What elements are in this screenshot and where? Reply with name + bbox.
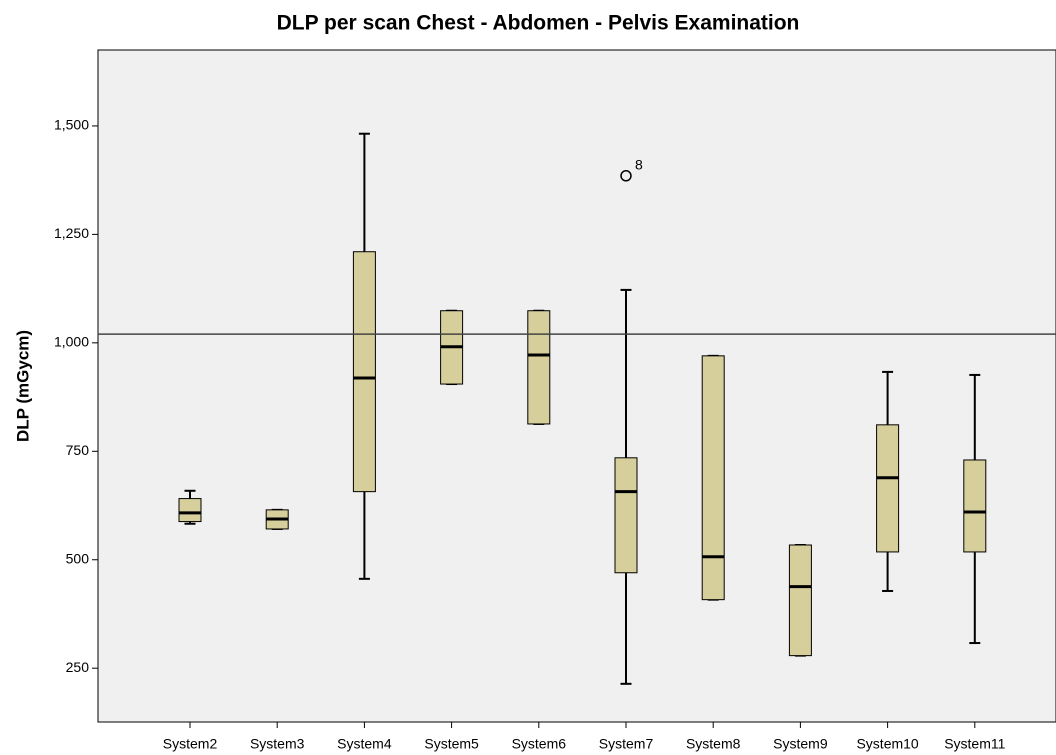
outlier xyxy=(620,170,632,182)
x-tick-label: System7 xyxy=(599,736,654,752)
x-tick-label: System6 xyxy=(512,736,567,752)
box xyxy=(352,251,376,493)
y-tick-label: 500 xyxy=(66,550,90,566)
box xyxy=(527,310,551,425)
chart-title: DLP per scan Chest - Abdomen - Pelvis Ex… xyxy=(277,12,800,35)
x-tick-label: System8 xyxy=(686,736,741,752)
x-tick-label: System2 xyxy=(163,736,218,752)
box xyxy=(614,457,638,574)
x-tick-label: System10 xyxy=(856,736,918,752)
y-tick-label: 1,500 xyxy=(54,117,89,133)
box xyxy=(701,355,725,601)
box xyxy=(178,498,202,523)
y-tick-label: 250 xyxy=(66,659,90,675)
outlier-label: 8 xyxy=(635,157,643,173)
plot-area xyxy=(97,49,1056,723)
y-axis-label: DLP (mGycm) xyxy=(13,330,32,442)
y-tick-label: 1,250 xyxy=(54,225,89,241)
x-tick-label: System4 xyxy=(337,736,392,752)
x-tick-label: System9 xyxy=(773,736,828,752)
x-tick-label: System5 xyxy=(424,736,479,752)
box xyxy=(963,459,987,553)
y-tick-label: 1,000 xyxy=(54,334,89,350)
x-tick-label: System3 xyxy=(250,736,305,752)
y-tick-label: 750 xyxy=(66,442,90,458)
box xyxy=(876,424,900,553)
box xyxy=(788,544,812,657)
x-tick-label: System11 xyxy=(944,736,1005,752)
